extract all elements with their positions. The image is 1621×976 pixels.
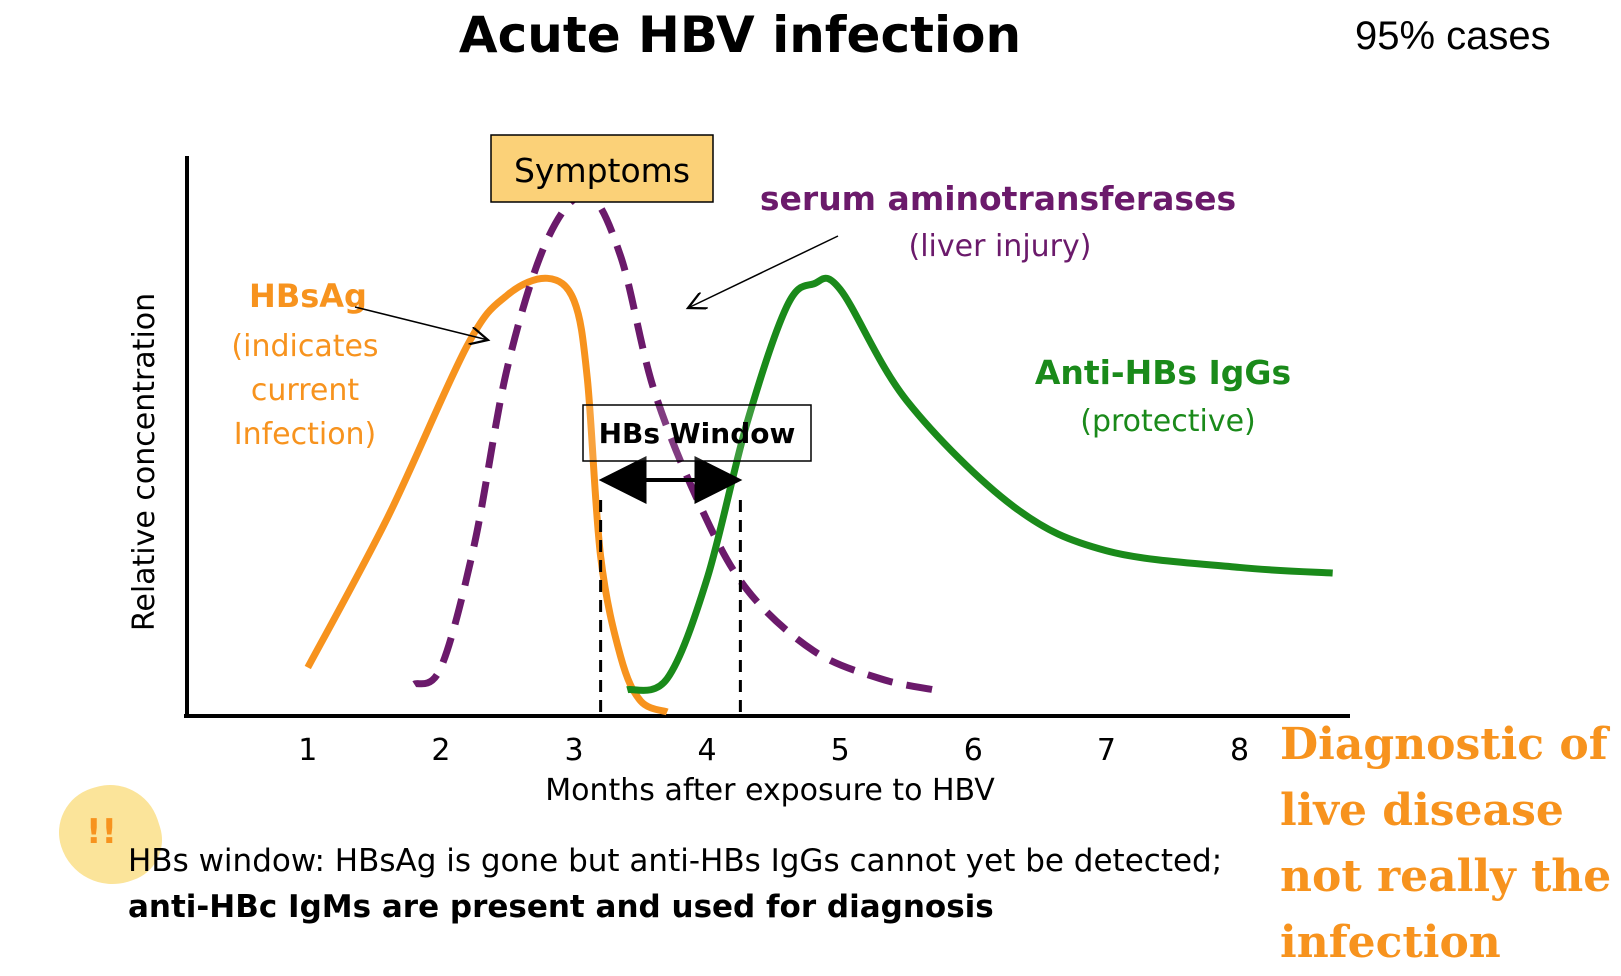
case-note: 95% cases [1355,14,1551,58]
footnote-plain: HBs window: HBsAg is gone but anti-HBs I… [128,843,1223,879]
side-note-line: not really the [1280,851,1612,902]
window-label-box [582,404,812,462]
symptoms-label: Symptoms [514,151,690,190]
y-axis-label: Relative concentration [127,293,162,631]
x-tick-label: 8 [1230,733,1249,768]
aminotransferases-label: serum aminotransferases [760,179,1236,218]
symptoms-box [490,134,714,203]
x-tick-label: 2 [431,733,450,768]
alert-mark: !! [86,812,118,852]
aminotransferases-pointer-arrow [688,235,839,308]
x-tick-label: 7 [1097,733,1116,768]
x-tick-label: 6 [964,733,983,768]
x-tick-label: 1 [298,733,317,768]
side-note-line: Diagnostic of [1280,719,1608,770]
slide-title: Acute HBV infection [458,6,1022,64]
side-note-line: infection [1280,917,1501,968]
hbsag-note-3: Infection) [234,417,377,452]
side-note: Diagnostic of live disease not really th… [1280,712,1620,976]
footnote-bold: anti-HBc IgMs are present and used for d… [128,889,994,925]
hbsag-note-1: (indicates [231,329,378,364]
aminotransferases-note: (liver injury) [909,229,1092,264]
x-axis-label: Months after exposure to HBV [545,773,995,808]
aminotransferases-curve [412,191,935,694]
anti-hbs-label: Anti-HBs IgGs [1035,353,1291,392]
x-tick-label: 4 [698,733,717,768]
window-label: HBs Window [599,417,796,450]
x-tick-label: 3 [564,733,583,768]
hbsag-pointer-arrow [354,306,488,340]
hbsag-note-2: current [251,373,359,408]
side-note-line: live disease [1280,785,1564,836]
hbsag-curve [304,274,669,716]
anti-hbs-curve [626,274,1333,694]
series-layer [304,191,1333,716]
anti-hbs-note: (protective) [1080,404,1256,439]
x-tick-label: 5 [831,733,850,768]
x-tick-labels: 1 2 3 4 5 6 7 8 [298,733,1249,768]
footnote: HBs window: HBsAg is gone but anti-HBs I… [128,838,1268,930]
hbsag-label: HBsAg [249,277,367,315]
